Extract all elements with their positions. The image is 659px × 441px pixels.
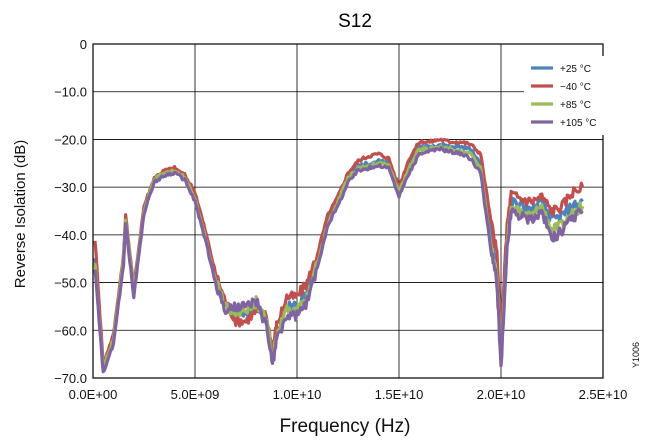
y-tick-label: −20.0 bbox=[54, 132, 87, 147]
series-line bbox=[93, 142, 584, 369]
y-tick-label: −10.0 bbox=[54, 85, 87, 100]
legend-entry: −40 °C bbox=[560, 82, 591, 93]
x-tick-label: 2.5E+10 bbox=[579, 387, 628, 402]
y-tick-label: −50.0 bbox=[54, 276, 87, 291]
series-layer bbox=[93, 137, 585, 374]
y-tick-labels: 0 −10.0 −20.0 −30.0 −40.0 −50.0 −60.0 −70.0 bbox=[54, 37, 87, 386]
x-axis-label: Frequency (Hz) bbox=[280, 416, 411, 437]
series-line bbox=[93, 144, 585, 371]
series-line bbox=[93, 146, 584, 374]
x-tick-label: 2.0E+10 bbox=[477, 387, 526, 402]
y-axis-label: Reverse Isolation (dB) bbox=[12, 140, 29, 288]
legend-entry: +85 °C bbox=[560, 100, 591, 111]
x-tick-label: 1.5E+10 bbox=[375, 387, 424, 402]
y-tick-label: −40.0 bbox=[54, 228, 87, 243]
x-tick-label: 1.0E+10 bbox=[273, 387, 322, 402]
y-tick-label: 0 bbox=[80, 37, 87, 52]
figure-code: Y1006 bbox=[631, 342, 641, 368]
x-tick-labels: 0.0E+00 5.0E+09 1.0E+10 1.5E+10 2.0E+10 2.5E+… bbox=[69, 387, 628, 402]
x-tick-label: 5.0E+09 bbox=[171, 387, 220, 402]
y-tick-label: −60.0 bbox=[54, 323, 87, 338]
x-tick-label: 0.0E+00 bbox=[69, 387, 118, 402]
plot-area-frame bbox=[92, 43, 604, 379]
legend-entry: +105 °C bbox=[560, 118, 597, 129]
y-tick-label: −70.0 bbox=[54, 371, 87, 386]
chart-title: S12 bbox=[338, 11, 372, 32]
y-tick-label: −30.0 bbox=[54, 180, 87, 195]
legend: +25 °C −40 °C +85 °C +105 °C bbox=[524, 56, 616, 135]
legend-entry: +25 °C bbox=[560, 64, 591, 75]
